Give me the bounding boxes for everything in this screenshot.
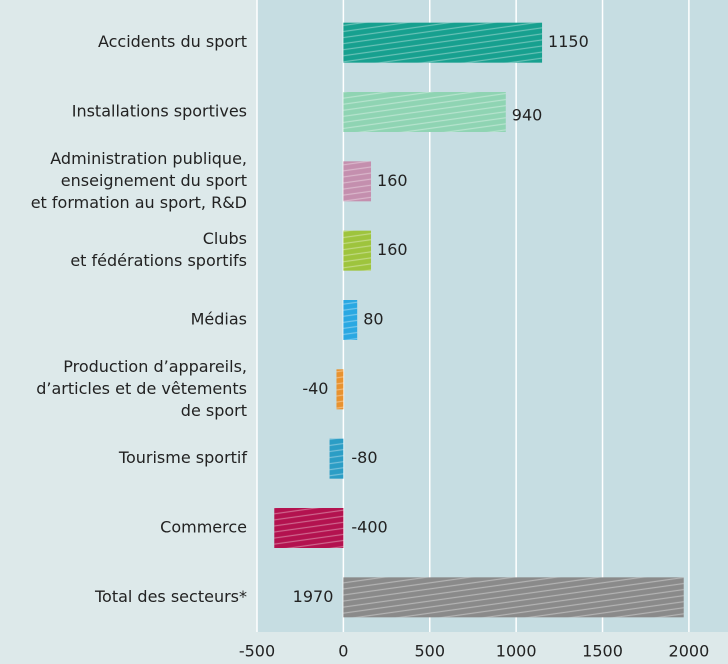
bar-hatch [343, 230, 372, 271]
value-label: 1970 [293, 587, 334, 606]
category-label: et formation au sport, R&D [31, 193, 247, 212]
category-label: et fédérations sportifs [70, 251, 247, 270]
x-tick-label: -500 [239, 642, 275, 661]
category-label: Médias [191, 310, 247, 329]
category-label: Production d’appareils, [63, 357, 247, 376]
bar-hatch [336, 369, 344, 410]
category-label: enseignement du sport [61, 171, 247, 190]
category-label: Administration publique, [50, 149, 247, 168]
category-label: Total des secteurs* [94, 587, 247, 606]
category-label: Installations sportives [72, 102, 247, 121]
value-label: -40 [302, 379, 328, 398]
value-label: -400 [351, 518, 387, 537]
bar-hatch [343, 577, 684, 618]
x-tick-label: 0 [338, 642, 348, 661]
category-label: Tourisme sportif [118, 448, 247, 467]
value-label: 80 [363, 310, 383, 329]
x-tick-label: 2000 [669, 642, 710, 661]
bar-hatch [343, 92, 506, 132]
category-label: Accidents du sport [98, 32, 247, 51]
category-label: Clubs [203, 229, 247, 248]
x-tick-label: 500 [414, 642, 445, 661]
bar-hatch [274, 508, 344, 548]
bar-hatch [343, 22, 543, 63]
x-tick-label: 1000 [496, 642, 537, 661]
category-label: de sport [181, 401, 247, 420]
value-label: 1150 [548, 32, 589, 51]
category-label: Commerce [160, 518, 247, 537]
bar-hatch [329, 438, 344, 479]
x-tick-label: 1500 [582, 642, 623, 661]
bar-hatch [343, 161, 372, 202]
category-label: d’articles et de vêtements [36, 379, 247, 398]
value-label: 160 [377, 171, 408, 190]
value-label: 160 [377, 240, 408, 259]
bar-hatch [343, 300, 358, 340]
value-label: -80 [351, 448, 377, 467]
value-label: 940 [512, 106, 543, 125]
